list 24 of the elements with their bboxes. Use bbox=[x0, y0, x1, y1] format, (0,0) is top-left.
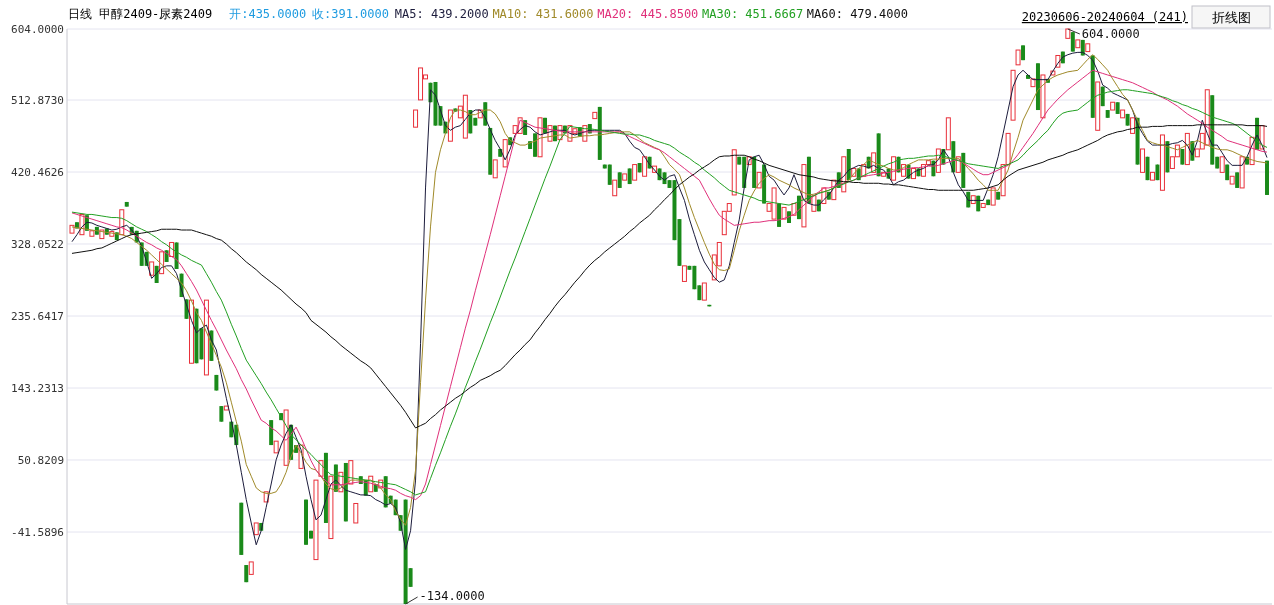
y-tick-label: 604.0000 bbox=[11, 23, 64, 36]
y-tick-label: -41.5896 bbox=[11, 526, 64, 539]
line-series bbox=[71, 124, 1268, 429]
text: MA5: 439.2000 bbox=[394, 7, 489, 21]
text: 开:435.0000 bbox=[229, 7, 307, 21]
y-tick-label: 512.8730 bbox=[11, 94, 64, 107]
text: MA10: 431.6000 bbox=[492, 7, 594, 21]
text: 收:391.0000 bbox=[312, 7, 390, 21]
candlestick bbox=[353, 502, 359, 524]
text: MA20: 445.8500 bbox=[597, 7, 699, 21]
candlestick bbox=[1070, 31, 1075, 53]
text: MA60: 479.4000 bbox=[806, 7, 908, 21]
candlestick bbox=[1140, 148, 1146, 173]
chart-title: 日线 甲醇2409-尿素2409 bbox=[68, 7, 213, 21]
y-tick-label: 328.0522 bbox=[11, 238, 64, 251]
annotation: 604.0000 bbox=[1081, 27, 1140, 41]
text: 折线图 bbox=[1211, 10, 1251, 25]
y-tick-label: 50.8209 bbox=[17, 454, 64, 467]
annotation: -134.0000 bbox=[419, 589, 485, 603]
chart-subtitle: 20230606-20240604 (241) bbox=[1021, 10, 1188, 24]
y-tick-label: 420.4626 bbox=[11, 166, 64, 179]
y-tick-label: 235.6417 bbox=[11, 310, 64, 323]
text: MA30: 451.6667 bbox=[702, 7, 804, 21]
y-tick-label: 143.2313 bbox=[11, 382, 64, 395]
